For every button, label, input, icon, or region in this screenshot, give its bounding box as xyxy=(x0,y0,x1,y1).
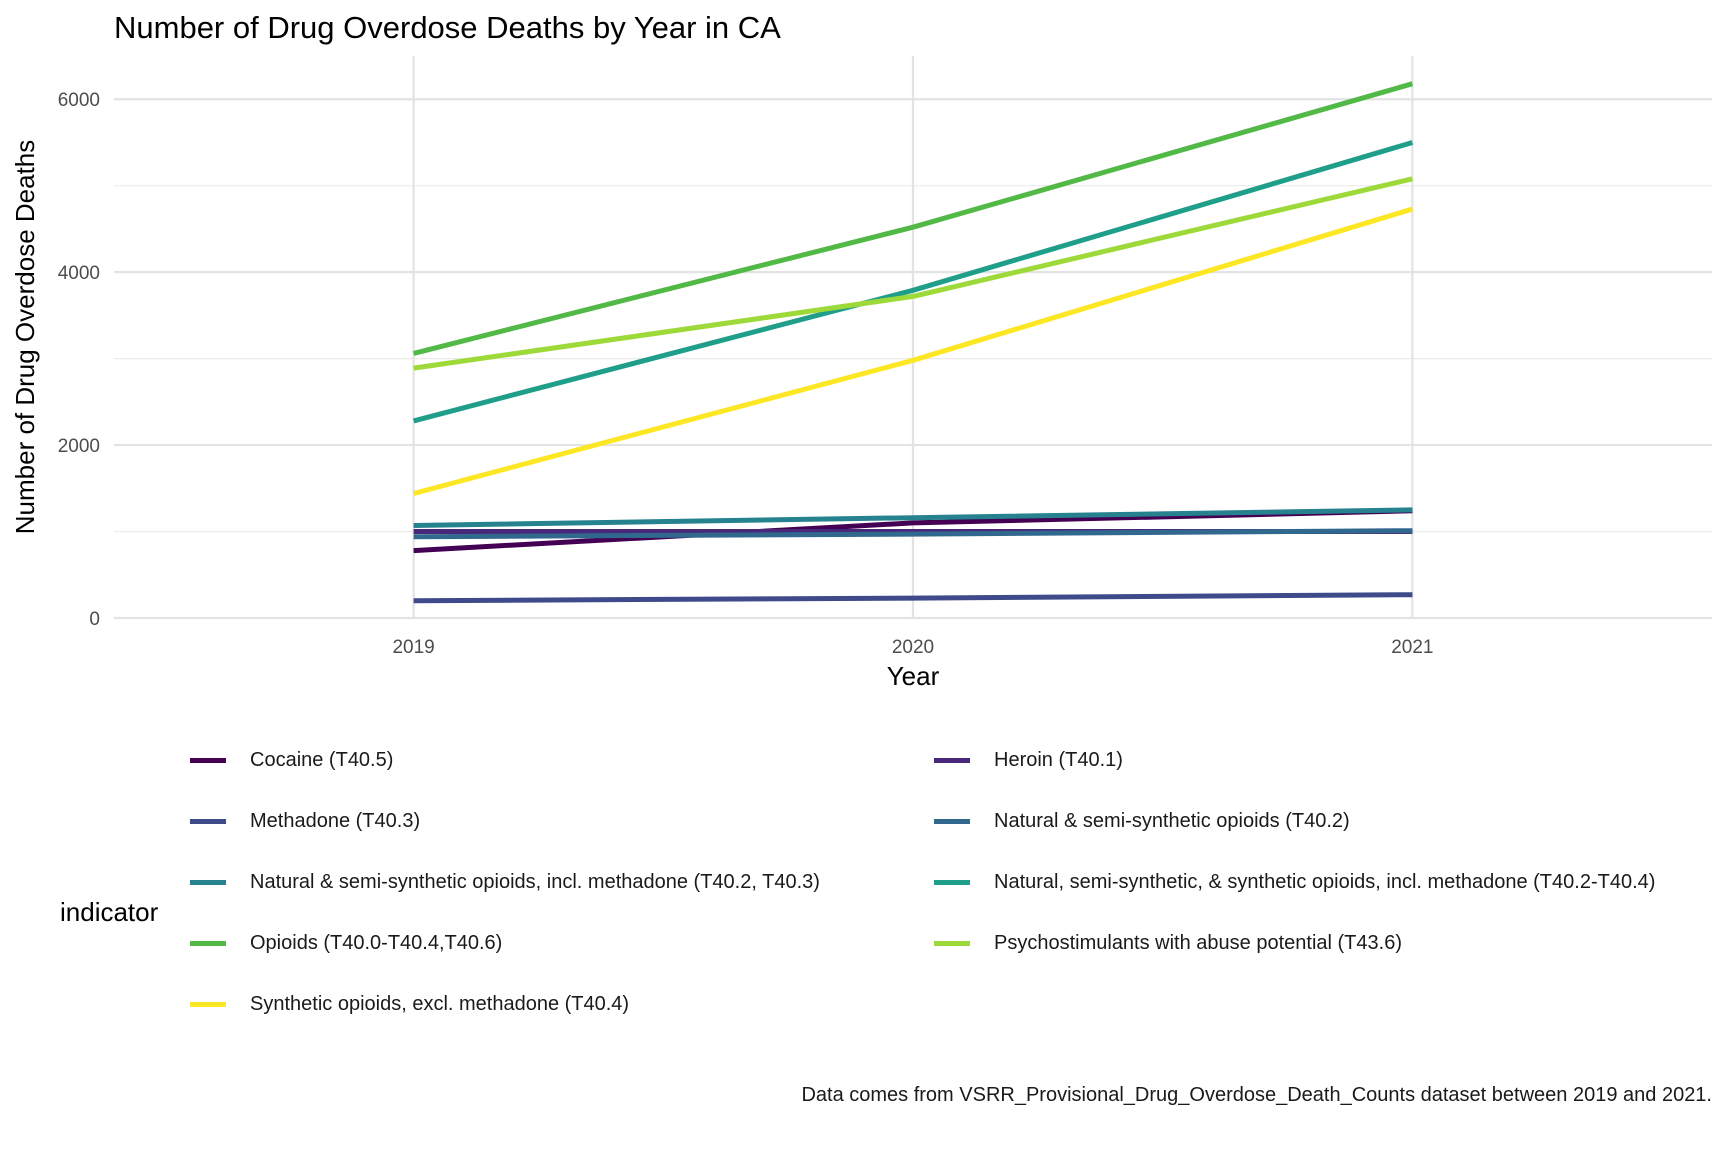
legend-label: Natural, semi-synthetic, & synthetic opi… xyxy=(994,870,1656,893)
major-gridlines xyxy=(114,56,1712,620)
y-axis-label: Number of Drug Overdose Deaths xyxy=(10,140,40,535)
series-line xyxy=(412,140,1414,424)
y-tick-labels: 0 2000 4000 6000 xyxy=(58,90,100,630)
legend-label: Heroin (T40.1) xyxy=(994,748,1123,771)
legend-label: Psychostimulants with abuse potential (T… xyxy=(994,931,1402,954)
legend-label: Cocaine (T40.5) xyxy=(250,748,394,771)
y-tick-label: 6000 xyxy=(58,90,100,111)
series-lines xyxy=(412,81,1414,604)
x-axis-label: Year xyxy=(887,661,940,691)
legend-label: Opioids (T40.0-T40.4,T40.6) xyxy=(250,931,503,954)
x-tick-label: 2020 xyxy=(892,637,934,658)
legend-item: Heroin (T40.1) xyxy=(934,745,1123,775)
y-tick-label: 0 xyxy=(89,609,100,630)
chart-caption: Data comes from VSRR_Provisional_Drug_Ov… xyxy=(801,1084,1712,1106)
legend-item: Natural, semi-synthetic, & synthetic opi… xyxy=(934,867,1655,897)
legend-item: Cocaine (T40.5) xyxy=(190,745,393,775)
series-line xyxy=(412,81,1414,356)
legend-key xyxy=(190,818,226,824)
legend-item: Psychostimulants with abuse potential (T… xyxy=(934,928,1402,958)
series-line xyxy=(413,176,1413,371)
legend-item: Opioids (T40.0-T40.4,T40.6) xyxy=(190,928,502,958)
legend-label: Synthetic opioids, excl. methadone (T40.… xyxy=(250,992,630,1015)
legend-item: Natural & semi-synthetic opioids (T40.2) xyxy=(934,806,1350,836)
series-line xyxy=(413,592,1413,604)
legend-key xyxy=(190,1001,226,1007)
legend-key xyxy=(934,757,970,763)
chart-title: Number of Drug Overdose Deaths by Year i… xyxy=(114,10,781,45)
legend-key xyxy=(190,757,226,763)
legend-item: Synthetic opioids, excl. methadone (T40.… xyxy=(190,989,629,1019)
x-tick-label: 2021 xyxy=(1391,637,1433,658)
plot-area: 0 2000 4000 6000 2019 2020 2021 Year Number o… xyxy=(10,56,1712,691)
legend-key xyxy=(934,818,970,824)
legend-label: Methadone (T40.3) xyxy=(250,809,421,832)
legend-item: Natural & semi-synthetic opioids, incl. … xyxy=(190,867,820,897)
y-tick-label: 2000 xyxy=(58,436,100,457)
x-tick-labels: 2019 2020 2021 xyxy=(392,637,1433,658)
legend-title: indicator xyxy=(60,897,159,927)
series-line xyxy=(413,528,1413,540)
legend-item: Methadone (T40.3) xyxy=(190,806,420,836)
series-line xyxy=(413,507,1413,528)
legend-key xyxy=(190,879,226,885)
x-tick-label: 2019 xyxy=(392,637,434,658)
series-line xyxy=(412,206,1414,496)
legend-key xyxy=(934,879,970,885)
y-tick-label: 4000 xyxy=(58,263,100,284)
legend-key xyxy=(190,940,226,946)
legend-label: Natural & semi-synthetic opioids, incl. … xyxy=(250,870,820,893)
legend-key xyxy=(934,940,970,946)
legend-label: Natural & semi-synthetic opioids (T40.2) xyxy=(994,809,1350,832)
